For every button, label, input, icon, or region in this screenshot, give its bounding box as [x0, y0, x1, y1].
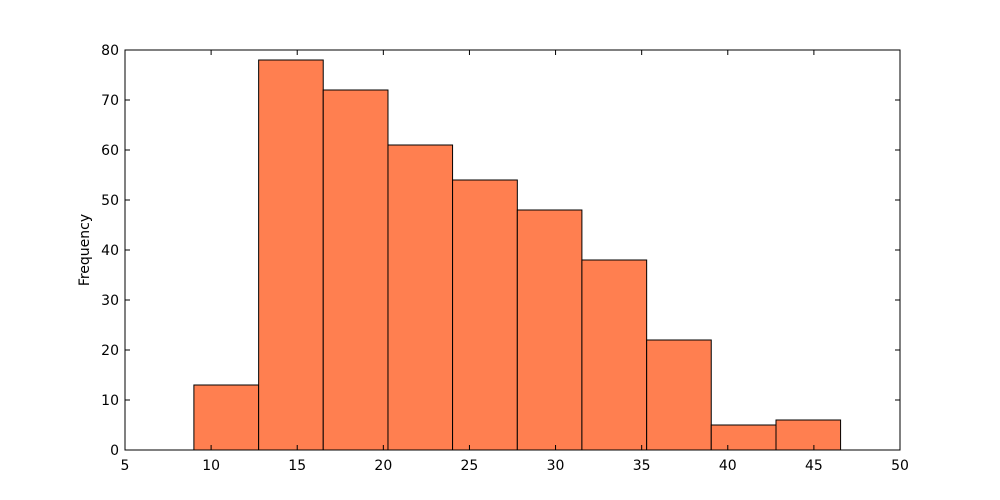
x-tick-label: 40 [719, 458, 737, 474]
bar [581, 259, 648, 451]
bar [387, 144, 454, 451]
y-tick-label: 30 [101, 293, 119, 309]
bar [258, 59, 324, 451]
bar [516, 209, 583, 451]
x-tick-label: 50 [891, 458, 909, 474]
x-tick-label: 5 [121, 458, 130, 474]
bar [193, 384, 260, 451]
y-tick-label: 60 [101, 143, 119, 159]
bar [775, 419, 842, 451]
bar [322, 89, 389, 451]
x-tick-label: 20 [374, 458, 392, 474]
bar [710, 424, 777, 451]
y-tick-label: 50 [101, 193, 119, 209]
bar [452, 179, 518, 451]
y-tick-label: 70 [101, 93, 119, 109]
x-tick-label: 10 [202, 458, 220, 474]
x-tick-label: 30 [547, 458, 565, 474]
y-tick-label: 20 [101, 343, 119, 359]
y-axis-label: Frequency [77, 214, 93, 286]
y-tick-label: 10 [101, 393, 119, 409]
y-tick-label: 40 [101, 243, 119, 259]
y-tick-label: 80 [101, 43, 119, 59]
y-tick-label: 0 [110, 443, 119, 459]
x-tick-label: 15 [288, 458, 306, 474]
x-tick-label: 25 [461, 458, 479, 474]
bar [646, 339, 712, 451]
x-tick-label: 35 [633, 458, 651, 474]
x-tick-label: 45 [805, 458, 823, 474]
